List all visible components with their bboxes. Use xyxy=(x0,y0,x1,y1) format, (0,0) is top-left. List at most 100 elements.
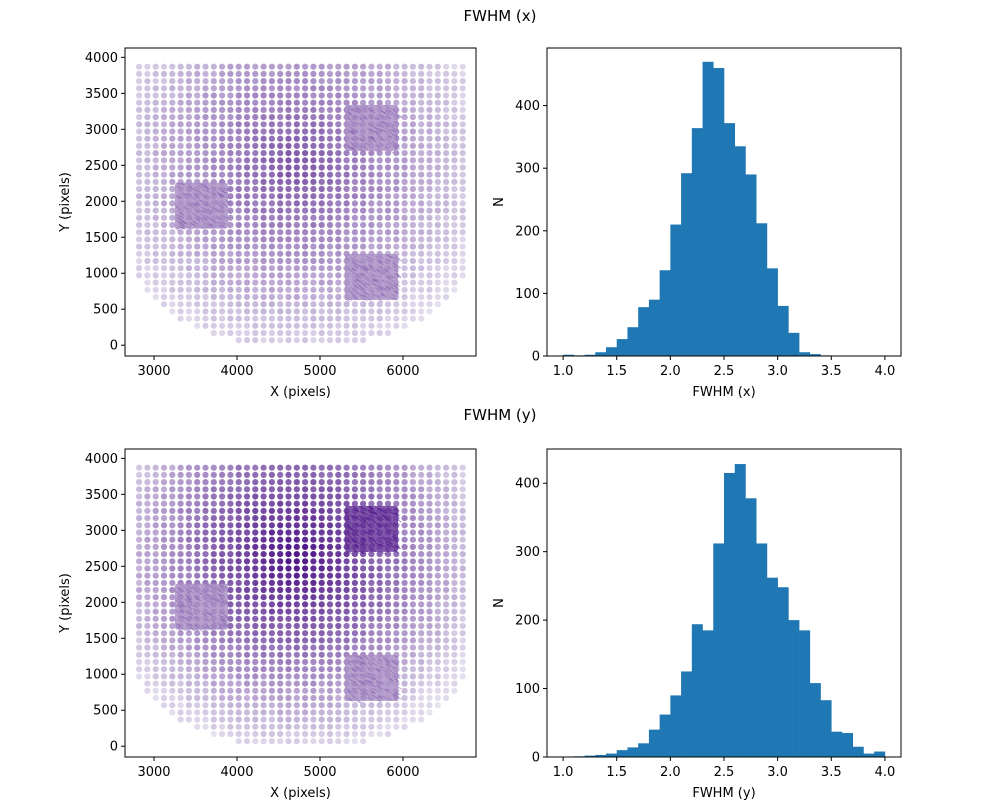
scatter-point xyxy=(376,716,383,723)
inset-texture xyxy=(220,598,225,602)
scatter-point xyxy=(335,716,342,723)
scatter-point xyxy=(310,601,317,608)
scatter-point xyxy=(260,250,267,257)
scatter-point xyxy=(426,193,433,200)
scatter-point xyxy=(219,702,226,709)
histogram-bar xyxy=(713,543,725,757)
scatter-point xyxy=(426,236,433,243)
scatter-point xyxy=(310,329,317,337)
scatter-point xyxy=(268,644,275,651)
scatter-point xyxy=(243,257,251,265)
inset-texture xyxy=(193,584,198,588)
inset-texture xyxy=(357,284,362,289)
scatter-point xyxy=(451,515,458,522)
scatter-point xyxy=(351,702,358,709)
scatter-point xyxy=(409,594,416,601)
inset-texture xyxy=(206,593,211,597)
scatter-point xyxy=(202,716,209,723)
scatter-point xyxy=(443,193,450,200)
scatter-point xyxy=(185,543,192,551)
scatter-point xyxy=(409,200,416,207)
scatter-point xyxy=(459,236,466,243)
scatter-point xyxy=(434,601,441,608)
scatter-point xyxy=(426,579,433,587)
scatter-point xyxy=(443,106,450,113)
scatter-point xyxy=(185,243,192,250)
scatter-point xyxy=(318,702,325,709)
scatter-point xyxy=(169,293,176,301)
scatter-point xyxy=(152,601,159,608)
scatter-point xyxy=(177,142,184,149)
inset-texture xyxy=(176,604,181,608)
scatter-point xyxy=(185,630,192,637)
scatter-point xyxy=(285,464,292,471)
scatter-point xyxy=(360,229,367,236)
scatter-point xyxy=(252,644,259,651)
scatter-point xyxy=(409,687,416,694)
scatter-point xyxy=(136,486,143,493)
inset-texture xyxy=(349,146,354,150)
scatter-point xyxy=(351,471,358,478)
scatter-point xyxy=(409,493,416,500)
scatter-point xyxy=(169,78,176,85)
scatter-point xyxy=(459,157,466,164)
scatter-point xyxy=(202,128,209,135)
scatter-point xyxy=(343,558,350,565)
scatter-point xyxy=(235,630,242,637)
scatter-point xyxy=(160,106,168,113)
scatter-point xyxy=(136,78,143,85)
scatter-point xyxy=(169,471,176,478)
scatter-point xyxy=(202,493,209,500)
scatter-point xyxy=(185,63,192,70)
inset-texture xyxy=(361,294,366,299)
inset-texture xyxy=(347,111,353,115)
scatter-point xyxy=(219,322,226,329)
scatter-point xyxy=(268,673,275,680)
inset-texture xyxy=(390,133,396,137)
scatter-point xyxy=(326,150,334,157)
scatter-point xyxy=(451,637,458,644)
scatter-point xyxy=(418,702,425,709)
scatter-point xyxy=(136,507,143,514)
scatter-point xyxy=(326,207,334,214)
inset-texture xyxy=(361,692,367,696)
scatter-point xyxy=(160,543,168,551)
scatter-point xyxy=(194,551,201,558)
scatter-point xyxy=(169,214,176,221)
scatter-point xyxy=(409,651,416,658)
scatter-point xyxy=(227,687,234,694)
panel-3: 3000 4000 5000 6000050010001500200025003000… xyxy=(58,448,477,800)
scatter-point xyxy=(144,622,151,630)
scatter-point xyxy=(434,236,441,243)
scatter-point xyxy=(252,630,259,637)
inset-texture xyxy=(387,141,393,145)
scatter-point xyxy=(418,507,425,514)
scatter-point xyxy=(360,322,367,329)
scatter-point xyxy=(210,257,217,265)
scatter-point xyxy=(252,529,259,536)
scatter-point xyxy=(235,637,242,644)
scatter-point xyxy=(343,615,350,622)
scatter-point xyxy=(351,221,358,229)
scatter-point xyxy=(152,479,159,486)
scatter-point xyxy=(169,308,176,315)
scatter-point xyxy=(243,286,251,293)
scatter-point xyxy=(219,658,226,666)
scatter-point xyxy=(152,92,159,99)
scatter-point xyxy=(252,522,259,529)
inset-texture xyxy=(179,605,185,609)
scatter-point xyxy=(451,630,458,637)
inset-texture xyxy=(395,115,400,119)
inset-texture xyxy=(357,111,362,115)
scatter-point xyxy=(210,630,217,637)
scatter-point xyxy=(235,594,242,601)
scatter-point xyxy=(302,293,309,301)
scatter-point xyxy=(343,207,350,214)
scatter-point xyxy=(210,265,217,272)
scatter-point xyxy=(210,558,217,565)
scatter-point xyxy=(393,709,400,716)
inset-texture xyxy=(372,684,377,688)
inset-texture xyxy=(203,183,208,188)
scatter-point xyxy=(401,522,408,529)
y-tick-label: 4000 xyxy=(85,51,118,66)
